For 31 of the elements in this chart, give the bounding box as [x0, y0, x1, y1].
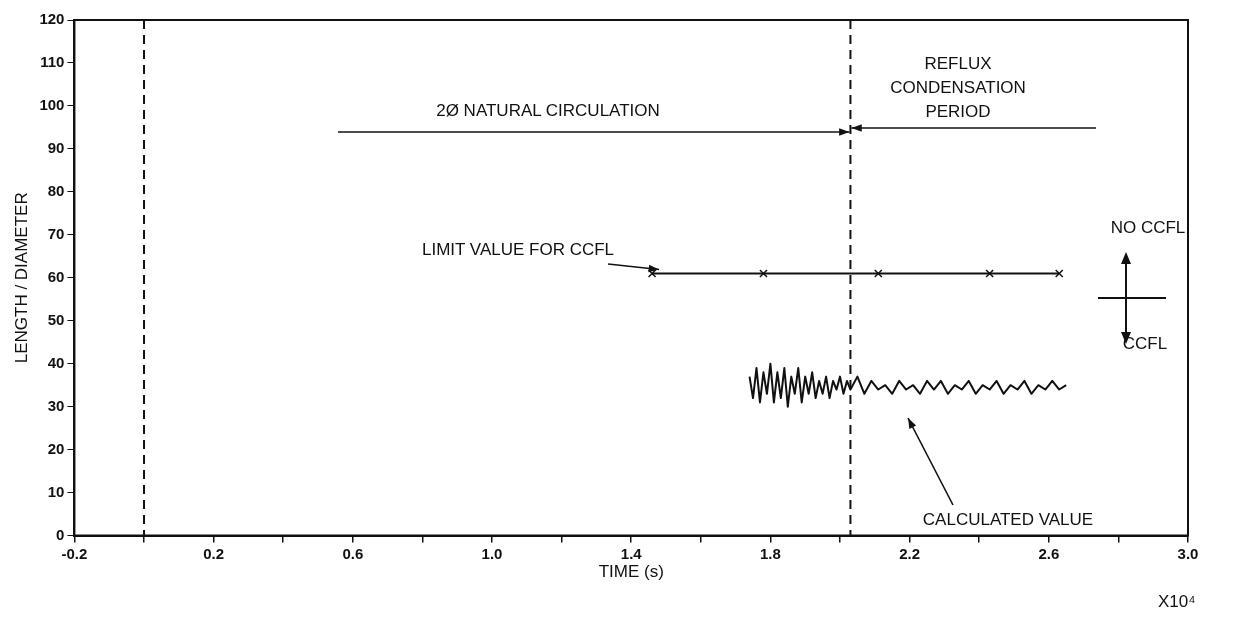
x-tick-label: 0.2: [203, 544, 225, 562]
y-tick-label: 70: [47, 224, 65, 242]
y-tick-label: 60: [47, 267, 65, 285]
y-tick-label: 0: [56, 525, 65, 543]
x-tick-label: 2.2: [899, 544, 921, 562]
x-tick-label: 3.0: [1177, 544, 1199, 562]
y-tick-label: 110: [40, 53, 65, 71]
y-tick-label: 30: [47, 396, 65, 414]
annotation: CALCULATED VALUE: [922, 509, 1094, 529]
x-tick-label: 1.8: [759, 544, 781, 562]
x-tick-label: 0.6: [342, 544, 364, 562]
y-tick-label: 80: [47, 182, 65, 200]
x-tick-label: -0.2: [61, 544, 88, 562]
annotation: NO CCFL: [1110, 217, 1186, 237]
y-tick-label: 50: [47, 310, 65, 328]
x-tick-label: 2.6: [1038, 544, 1060, 562]
y-tick-label: 40: [47, 353, 65, 371]
y-tick-label: 20: [47, 439, 65, 457]
x-tick-label: 1.0: [481, 544, 503, 562]
text: X10⁴: [1158, 591, 1196, 611]
y-tick-label: 120: [39, 10, 65, 28]
x-axis-title: TIME (s): [598, 562, 664, 582]
y-axis-title: LENGTH / DIAMETER: [11, 192, 31, 364]
y-tick-label: 10: [47, 482, 65, 500]
x-tick-label: 1.4: [620, 544, 643, 562]
annotation: 2Ø NATURAL CIRCULATION: [436, 100, 660, 120]
annotation: REFLUX CONDENSATION PERIOD: [890, 53, 1026, 121]
y-tick-label: 90: [47, 139, 65, 157]
y-tick-label: 100: [39, 96, 65, 114]
annotation: CCFL: [1122, 333, 1168, 353]
annotation: LIMIT VALUE FOR CCFL: [421, 239, 615, 259]
